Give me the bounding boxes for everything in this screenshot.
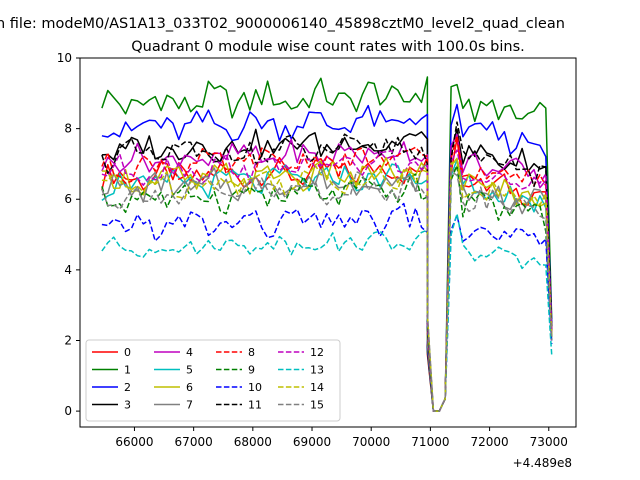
x-tick-label: 69000 bbox=[293, 435, 331, 449]
legend-label-9: 9 bbox=[248, 364, 255, 377]
legend-label-6: 6 bbox=[186, 381, 193, 394]
series-line-7 bbox=[101, 162, 553, 412]
y-tick-label: 4 bbox=[64, 263, 72, 277]
y-tick-label: 8 bbox=[64, 122, 72, 136]
y-tick-label: 6 bbox=[64, 192, 72, 206]
legend-label-0: 0 bbox=[124, 346, 131, 359]
series-line-14 bbox=[101, 160, 553, 412]
legend-label-8: 8 bbox=[248, 346, 255, 359]
x-offset-label: +4.489e8 bbox=[513, 456, 572, 470]
series-line-1 bbox=[101, 76, 553, 412]
series-line-13 bbox=[101, 213, 553, 412]
legend-label-15: 15 bbox=[310, 399, 324, 412]
x-tick-label: 66000 bbox=[115, 435, 153, 449]
series-line-12 bbox=[101, 149, 553, 412]
x-tick-label: 73000 bbox=[530, 435, 568, 449]
chart-title: Quadrant 0 module wise count rates with … bbox=[131, 39, 525, 55]
legend-label-12: 12 bbox=[310, 346, 324, 359]
x-tick-label: 71000 bbox=[411, 435, 449, 449]
legend-label-11: 11 bbox=[248, 399, 262, 412]
plot-frame bbox=[79, 57, 577, 428]
legend-label-14: 14 bbox=[310, 381, 324, 394]
legend-label-10: 10 bbox=[248, 381, 262, 394]
legend-label-7: 7 bbox=[186, 399, 193, 412]
series-line-15 bbox=[101, 170, 553, 412]
x-tick-label: 67000 bbox=[175, 435, 213, 449]
figure-suptitle: n file: modeM0/AS1A13_033T02_9000006140_… bbox=[0, 16, 565, 32]
series-line-11 bbox=[101, 121, 553, 412]
legend-label-4: 4 bbox=[186, 346, 193, 359]
x-tick-label: 72000 bbox=[470, 435, 508, 449]
legend-label-3: 3 bbox=[124, 399, 131, 412]
y-tick-label: 0 bbox=[64, 404, 72, 418]
series-line-10 bbox=[101, 202, 553, 412]
y-tick-label: 10 bbox=[57, 51, 72, 65]
series-line-9 bbox=[101, 164, 553, 412]
legend-label-5: 5 bbox=[186, 364, 193, 377]
series-line-2 bbox=[101, 103, 553, 412]
y-tick-label: 2 bbox=[64, 333, 72, 347]
legend-label-1: 1 bbox=[124, 364, 131, 377]
x-tick-label: 70000 bbox=[352, 435, 390, 449]
legend-label-13: 13 bbox=[310, 364, 324, 377]
legend-frame bbox=[85, 339, 341, 422]
legend-label-2: 2 bbox=[124, 381, 131, 394]
series-line-8 bbox=[101, 134, 553, 412]
x-tick-label: 68000 bbox=[234, 435, 272, 449]
